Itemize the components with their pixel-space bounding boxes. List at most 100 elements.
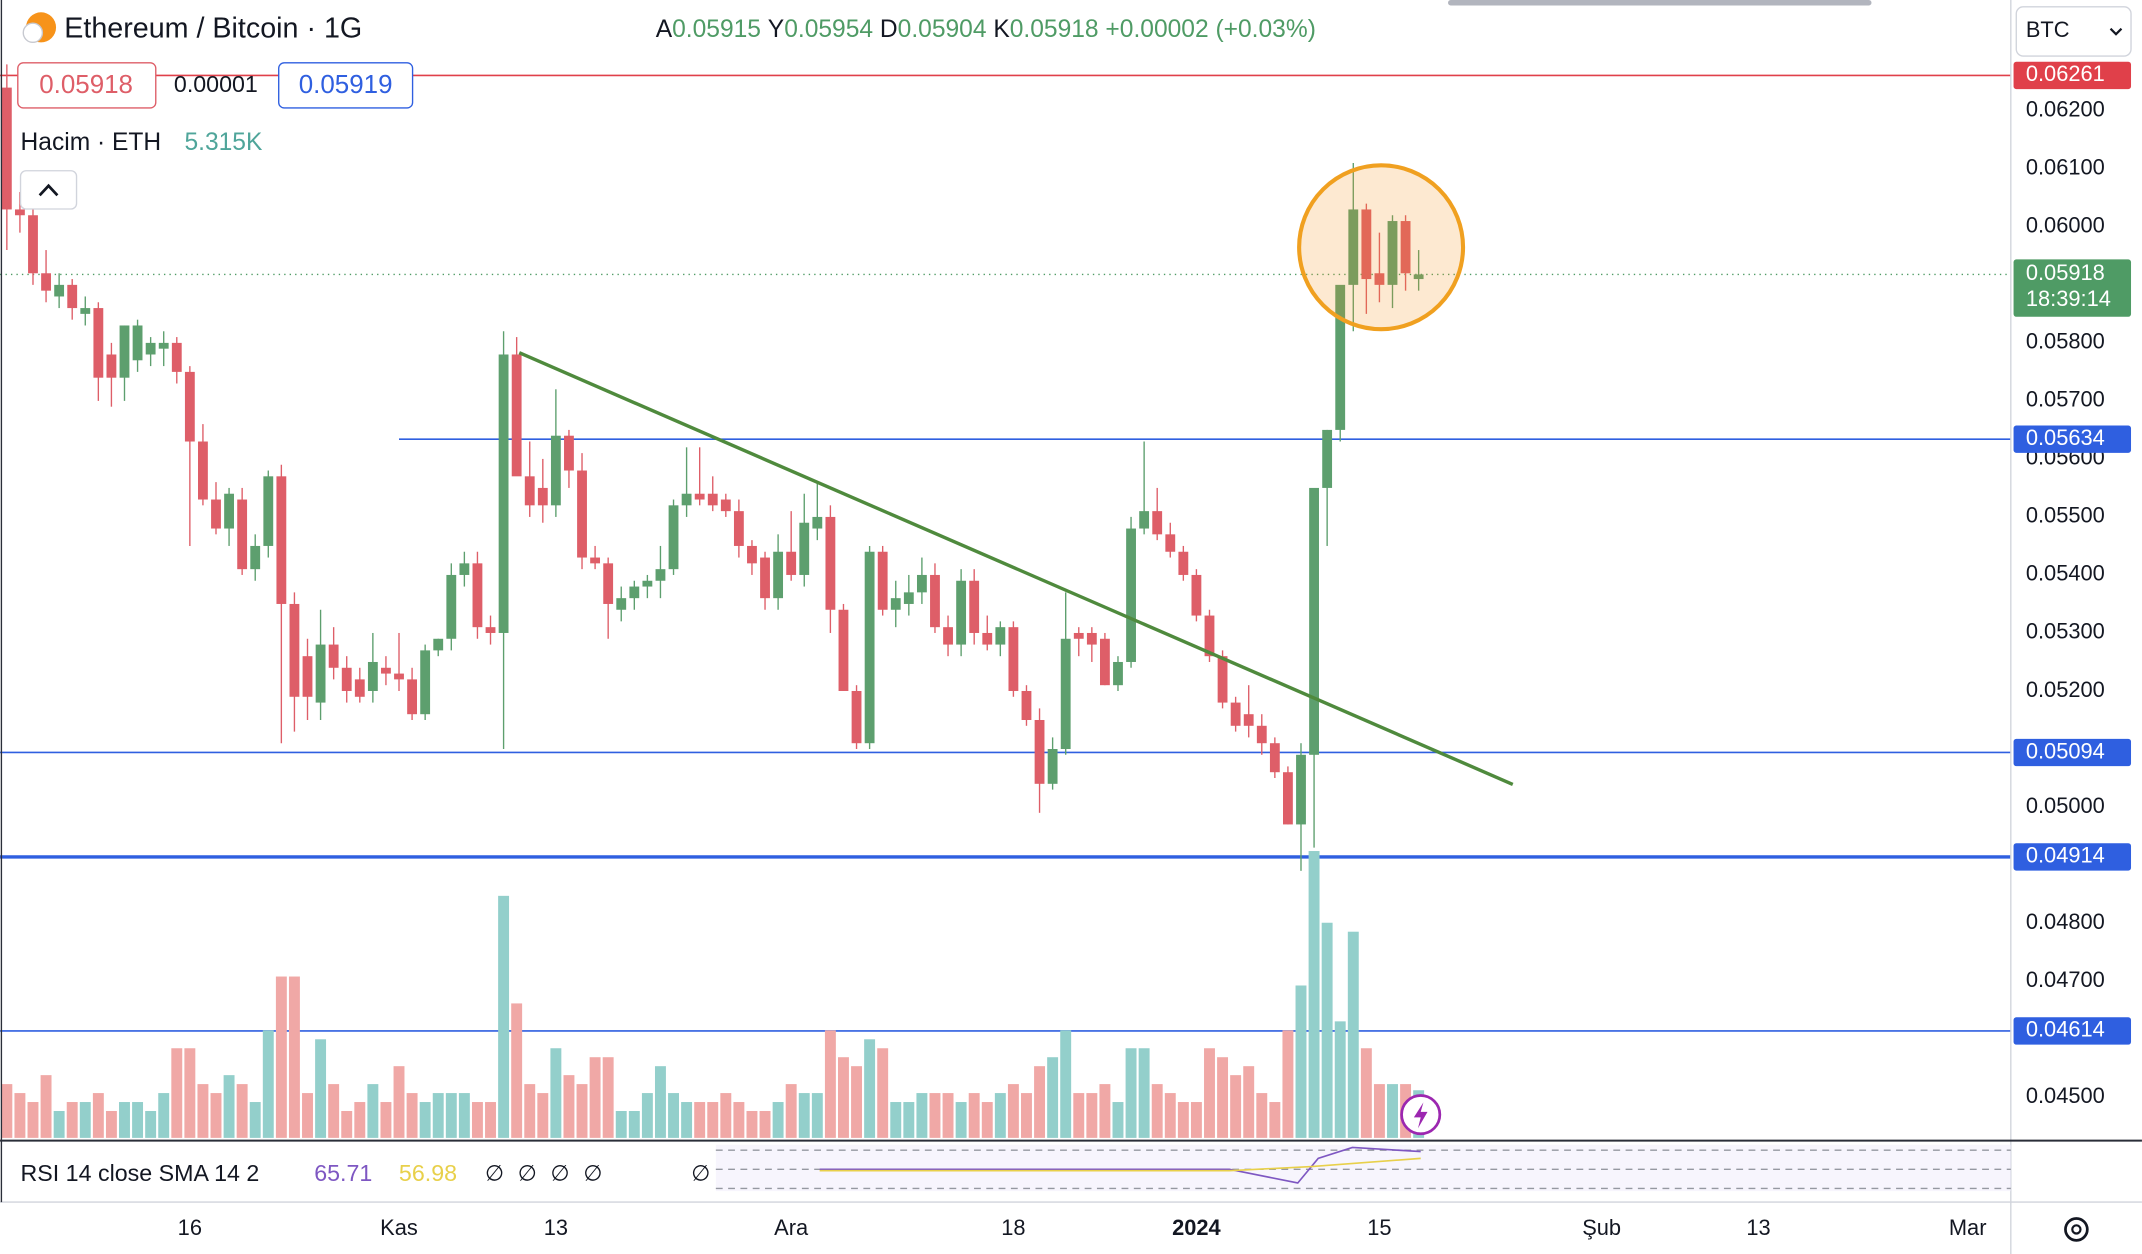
volume-bar bbox=[1021, 1093, 1032, 1138]
y-tick-label: 0.05200 bbox=[2026, 677, 2105, 702]
volume-bar bbox=[1217, 1057, 1229, 1138]
candle-body bbox=[773, 551, 784, 599]
candle-body bbox=[851, 690, 862, 744]
volume-bar bbox=[1125, 1048, 1137, 1138]
last-price-box bbox=[2013, 259, 2132, 317]
volume-bar bbox=[838, 1057, 849, 1138]
currency-dropdown[interactable] bbox=[2015, 6, 2132, 57]
candle-body bbox=[1217, 656, 1228, 703]
volume-bar bbox=[955, 1102, 967, 1138]
price-label-box bbox=[2013, 61, 2132, 90]
price-label-box bbox=[2013, 1017, 2132, 1045]
volume-bar bbox=[40, 1075, 52, 1138]
volume-bar bbox=[354, 1102, 366, 1138]
rsi-label: RSI 14 close SMA 14 2 bbox=[21, 1160, 260, 1186]
x-tick-label: 18 bbox=[1001, 1215, 1025, 1240]
candle-body bbox=[1191, 574, 1202, 616]
volume-bar bbox=[315, 1039, 327, 1138]
candle-body bbox=[145, 342, 156, 355]
volume-bar bbox=[328, 1084, 340, 1138]
price-label: 0.04614 bbox=[2026, 1017, 2105, 1042]
candle-body bbox=[733, 511, 744, 546]
candle-body bbox=[459, 563, 470, 575]
volume-bar bbox=[1099, 1084, 1111, 1138]
candle-body bbox=[1309, 487, 1319, 755]
volume-bar bbox=[1112, 1102, 1124, 1138]
volume-bar bbox=[1347, 931, 1359, 1138]
volume-bar bbox=[1243, 1066, 1255, 1138]
volume-bar bbox=[1204, 1048, 1215, 1138]
trendline bbox=[518, 351, 1514, 786]
dropdown-icon bbox=[2109, 27, 2123, 36]
candle-body bbox=[485, 627, 496, 633]
candle-body bbox=[1322, 429, 1333, 488]
candle-body bbox=[1126, 528, 1136, 662]
x-tick-label: Şub bbox=[1582, 1215, 1621, 1240]
volume-bar bbox=[1321, 922, 1333, 1138]
candle-body bbox=[1348, 209, 1359, 285]
settings-button[interactable] bbox=[2064, 1217, 2089, 1242]
volume-bar bbox=[772, 1102, 784, 1138]
buy-button[interactable] bbox=[278, 62, 414, 109]
highlight-circle bbox=[1297, 163, 1466, 332]
rsi-sma-value: 56.98 bbox=[399, 1160, 457, 1186]
volume-bar bbox=[406, 1093, 418, 1138]
candle-body bbox=[982, 632, 993, 645]
volume-bar bbox=[994, 1093, 1006, 1138]
volume-bar bbox=[458, 1093, 470, 1138]
candle-body bbox=[1113, 661, 1123, 686]
candle-body bbox=[498, 354, 509, 633]
volume-bar bbox=[498, 895, 510, 1138]
candle-body bbox=[511, 354, 522, 477]
volume-bar bbox=[249, 1102, 261, 1138]
candle-body bbox=[54, 284, 65, 297]
candle-body bbox=[1400, 221, 1411, 274]
candle-body bbox=[1374, 273, 1385, 285]
candle-body bbox=[211, 499, 221, 529]
volume-bar bbox=[615, 1110, 627, 1138]
candle-body bbox=[1230, 702, 1241, 726]
volume-bar bbox=[432, 1093, 444, 1138]
price-label: 0.04914 bbox=[2026, 843, 2105, 868]
volume-bar bbox=[275, 976, 287, 1138]
candle-body bbox=[420, 650, 431, 715]
volume-label: Hacim · ETH bbox=[21, 129, 162, 156]
volume-bar bbox=[1138, 1048, 1150, 1138]
candle-body bbox=[472, 563, 483, 628]
volume-bar bbox=[1308, 851, 1320, 1138]
ohlc-key: Y bbox=[768, 16, 784, 43]
candle-body bbox=[1034, 719, 1045, 784]
candle-body bbox=[1283, 772, 1293, 825]
volume-bar bbox=[1256, 1093, 1268, 1138]
candle-body bbox=[407, 679, 418, 715]
candle-body bbox=[354, 679, 365, 697]
candle-body bbox=[328, 644, 339, 668]
candle-body bbox=[838, 609, 849, 691]
ohlc-value: 0.05954 bbox=[784, 16, 873, 43]
volume-bar bbox=[145, 1110, 157, 1138]
sell-button[interactable] bbox=[17, 62, 157, 109]
rsi-placeholder: ∅ bbox=[485, 1161, 504, 1186]
symbol-title[interactable]: Ethereum / Bitcoin · 1G bbox=[64, 13, 362, 45]
volume-bar bbox=[105, 1110, 117, 1138]
volume-bar bbox=[14, 1093, 26, 1138]
volume-bar bbox=[132, 1102, 144, 1138]
buy-price: 0.05919 bbox=[299, 71, 393, 99]
candle-body bbox=[943, 627, 953, 645]
collapse-button[interactable] bbox=[19, 170, 78, 210]
volume-bar bbox=[236, 1084, 248, 1138]
volume-bar bbox=[942, 1093, 954, 1138]
price-label-box bbox=[2013, 843, 2132, 871]
candle-body bbox=[289, 603, 300, 697]
volume-bar bbox=[171, 1048, 183, 1138]
candle-body bbox=[1361, 209, 1372, 280]
rsi-line bbox=[819, 1146, 1421, 1184]
candle-body bbox=[877, 551, 888, 610]
candle-body bbox=[367, 661, 378, 691]
countdown-label: 18:39:14 bbox=[2026, 286, 2111, 311]
y-tick-label: 0.05000 bbox=[2026, 793, 2105, 818]
settings-icon bbox=[2071, 1224, 2082, 1235]
volume-bar bbox=[1230, 1075, 1242, 1138]
volume-bar bbox=[681, 1102, 693, 1138]
